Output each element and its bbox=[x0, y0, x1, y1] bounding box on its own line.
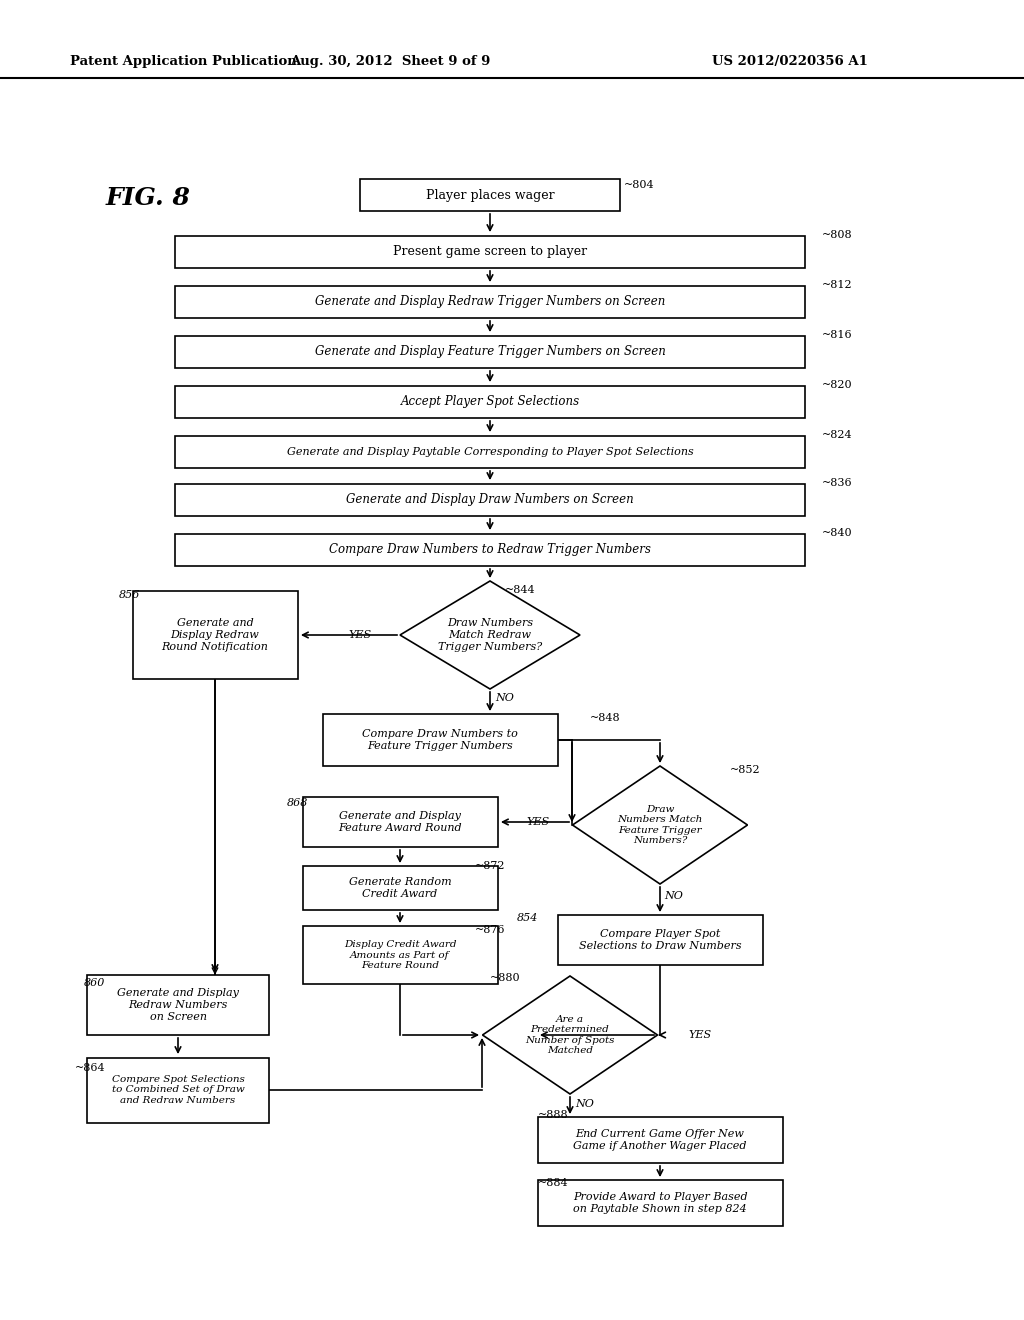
FancyBboxPatch shape bbox=[87, 1057, 269, 1122]
Text: ~804: ~804 bbox=[624, 180, 654, 190]
FancyBboxPatch shape bbox=[175, 385, 805, 418]
Text: Generate and Display Redraw Trigger Numbers on Screen: Generate and Display Redraw Trigger Numb… bbox=[314, 296, 666, 309]
Text: 860: 860 bbox=[84, 978, 105, 987]
Text: Patent Application Publication: Patent Application Publication bbox=[70, 55, 297, 69]
Text: Generate and Display
Feature Award Round: Generate and Display Feature Award Round bbox=[338, 812, 462, 833]
Text: 868: 868 bbox=[287, 799, 308, 808]
Text: ~884: ~884 bbox=[538, 1177, 568, 1188]
Text: 856: 856 bbox=[119, 590, 140, 601]
Text: ~808: ~808 bbox=[822, 230, 853, 240]
Text: Compare Player Spot
Selections to Draw Numbers: Compare Player Spot Selections to Draw N… bbox=[579, 929, 741, 950]
FancyBboxPatch shape bbox=[175, 236, 805, 268]
Text: NO: NO bbox=[575, 1100, 595, 1109]
FancyBboxPatch shape bbox=[302, 927, 498, 983]
Text: Aug. 30, 2012  Sheet 9 of 9: Aug. 30, 2012 Sheet 9 of 9 bbox=[290, 55, 490, 69]
Text: ~844: ~844 bbox=[505, 585, 536, 595]
Text: Player places wager: Player places wager bbox=[426, 189, 554, 202]
FancyBboxPatch shape bbox=[538, 1117, 782, 1163]
Text: ~876: ~876 bbox=[475, 925, 506, 935]
Text: 854: 854 bbox=[517, 913, 538, 923]
FancyBboxPatch shape bbox=[323, 714, 557, 766]
Text: End Current Game Offer New
Game if Another Wager Placed: End Current Game Offer New Game if Anoth… bbox=[573, 1129, 746, 1151]
Text: YES: YES bbox=[688, 1030, 712, 1040]
FancyBboxPatch shape bbox=[87, 975, 269, 1035]
Text: Generate and Display Draw Numbers on Screen: Generate and Display Draw Numbers on Scr… bbox=[346, 494, 634, 507]
FancyBboxPatch shape bbox=[175, 535, 805, 566]
Text: Generate Random
Credit Award: Generate Random Credit Award bbox=[349, 878, 452, 899]
FancyBboxPatch shape bbox=[175, 484, 805, 516]
Text: ~872: ~872 bbox=[475, 861, 506, 871]
Text: ~888: ~888 bbox=[538, 1110, 568, 1119]
Polygon shape bbox=[482, 975, 657, 1094]
Text: Are a
Predetermined
Number of Spots
Matched: Are a Predetermined Number of Spots Matc… bbox=[525, 1015, 614, 1055]
FancyBboxPatch shape bbox=[175, 337, 805, 368]
Text: Draw
Numbers Match
Feature Trigger
Numbers?: Draw Numbers Match Feature Trigger Numbe… bbox=[617, 805, 702, 845]
Text: ~816: ~816 bbox=[822, 330, 853, 341]
FancyBboxPatch shape bbox=[175, 286, 805, 318]
Text: Compare Draw Numbers to
Feature Trigger Numbers: Compare Draw Numbers to Feature Trigger … bbox=[362, 729, 518, 751]
FancyBboxPatch shape bbox=[538, 1180, 782, 1226]
Text: Generate and
Display Redraw
Round Notification: Generate and Display Redraw Round Notifi… bbox=[162, 618, 268, 652]
Text: Generate and Display
Redraw Numbers
on Screen: Generate and Display Redraw Numbers on S… bbox=[117, 989, 239, 1022]
Text: ~824: ~824 bbox=[822, 430, 853, 440]
Text: Provide Award to Player Based
on Paytable Shown in step 824: Provide Award to Player Based on Paytabl… bbox=[572, 1192, 748, 1214]
FancyBboxPatch shape bbox=[557, 915, 763, 965]
Text: ~880: ~880 bbox=[490, 973, 520, 983]
Text: Present game screen to player: Present game screen to player bbox=[393, 246, 587, 259]
Text: Generate and Display Paytable Corresponding to Player Spot Selections: Generate and Display Paytable Correspond… bbox=[287, 447, 693, 457]
Text: ~812: ~812 bbox=[822, 280, 853, 290]
Text: Generate and Display Feature Trigger Numbers on Screen: Generate and Display Feature Trigger Num… bbox=[314, 346, 666, 359]
FancyBboxPatch shape bbox=[132, 591, 298, 678]
Text: NO: NO bbox=[665, 891, 683, 902]
Text: Accept Player Spot Selections: Accept Player Spot Selections bbox=[400, 396, 580, 408]
Text: ~840: ~840 bbox=[822, 528, 853, 539]
Text: NO: NO bbox=[496, 693, 514, 704]
FancyBboxPatch shape bbox=[175, 436, 805, 469]
Polygon shape bbox=[572, 766, 748, 884]
Text: ~820: ~820 bbox=[822, 380, 853, 389]
Text: YES: YES bbox=[348, 630, 372, 640]
Text: ~852: ~852 bbox=[730, 766, 761, 775]
Text: Display Credit Award
Amounts as Part of
Feature Round: Display Credit Award Amounts as Part of … bbox=[344, 940, 457, 970]
Text: US 2012/0220356 A1: US 2012/0220356 A1 bbox=[712, 55, 868, 69]
FancyBboxPatch shape bbox=[302, 866, 498, 909]
FancyBboxPatch shape bbox=[302, 797, 498, 847]
Text: ~864: ~864 bbox=[75, 1063, 105, 1073]
Text: YES: YES bbox=[526, 817, 550, 828]
Polygon shape bbox=[400, 581, 580, 689]
Text: Compare Draw Numbers to Redraw Trigger Numbers: Compare Draw Numbers to Redraw Trigger N… bbox=[329, 544, 651, 557]
FancyBboxPatch shape bbox=[360, 180, 620, 211]
Text: FIG. 8: FIG. 8 bbox=[105, 186, 190, 210]
Text: ~836: ~836 bbox=[822, 478, 853, 488]
Text: Draw Numbers
Match Redraw
Trigger Numbers?: Draw Numbers Match Redraw Trigger Number… bbox=[438, 618, 542, 652]
Text: Compare Spot Selections
to Combined Set of Draw
and Redraw Numbers: Compare Spot Selections to Combined Set … bbox=[112, 1074, 245, 1105]
Text: ~848: ~848 bbox=[590, 713, 621, 723]
